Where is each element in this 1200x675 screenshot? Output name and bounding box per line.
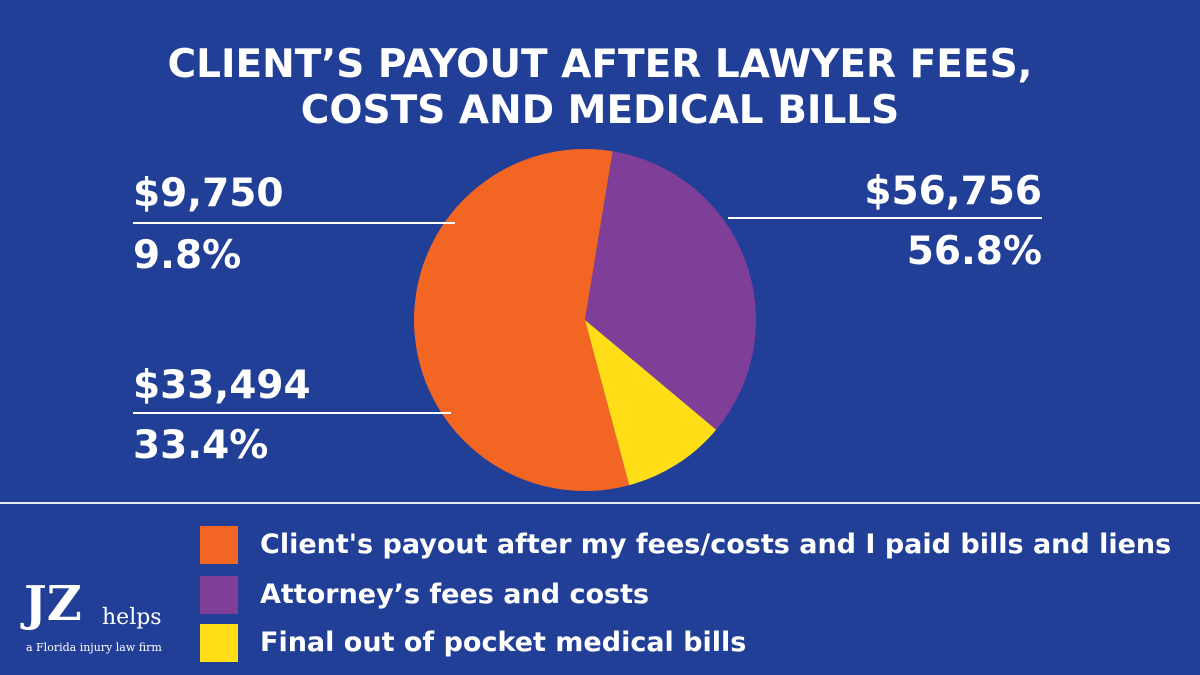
pie-slice-medical <box>585 320 717 486</box>
logo-tagline: a Florida injury law firm <box>26 641 162 654</box>
pie-chart <box>413 149 756 492</box>
legend-label-payout: Client's payout after my fees/costs and … <box>260 529 1172 560</box>
pie-slice-attorney <box>585 151 756 430</box>
legend-swatch-attorney <box>200 576 238 614</box>
payout-value-label: $56,756 <box>864 169 1042 214</box>
attorney-value-label: $33,494 <box>133 363 311 408</box>
medical-value-label: $9,750 <box>133 171 284 216</box>
legend-swatch-medical <box>200 624 238 662</box>
legend-label-attorney: Attorney’s fees and costs <box>260 579 650 610</box>
logo-word: helps <box>102 605 162 630</box>
legend-label-medical: Final out of pocket medical bills <box>260 627 747 658</box>
legend-divider <box>0 502 1200 504</box>
payout-leader-line <box>728 217 1042 219</box>
payout-percent-label: 56.8% <box>906 229 1042 274</box>
attorney-leader-line <box>133 412 451 414</box>
medical-percent-label: 9.8% <box>133 233 242 278</box>
chart-title-line-1: CLIENT’S PAYOUT AFTER LAWYER FEES, <box>167 42 1033 87</box>
logo-mark: JZ <box>24 576 82 632</box>
legend-swatch-payout <box>200 526 238 564</box>
attorney-percent-label: 33.4% <box>133 423 269 468</box>
medical-leader-line <box>133 222 455 224</box>
chart-title-line-2: COSTS AND MEDICAL BILLS <box>300 88 900 133</box>
pie-slice-payout <box>413 149 630 492</box>
